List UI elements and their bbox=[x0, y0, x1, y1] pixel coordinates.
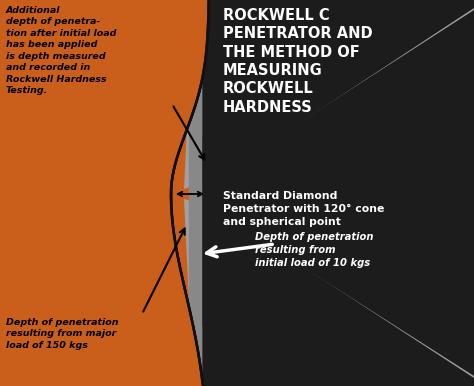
Polygon shape bbox=[184, 199, 474, 386]
Polygon shape bbox=[0, 0, 209, 386]
Text: Additional
depth of penetra-
tion after initial load
has been applied
is depth m: Additional depth of penetra- tion after … bbox=[6, 6, 117, 95]
Polygon shape bbox=[0, 0, 209, 386]
Polygon shape bbox=[184, 0, 474, 189]
Text: Standard Diamond
Penetrator with 120° cone
and spherical point: Standard Diamond Penetrator with 120° co… bbox=[223, 191, 384, 227]
Bar bbox=[190, 326, 201, 386]
Polygon shape bbox=[0, 0, 209, 386]
Polygon shape bbox=[194, 0, 474, 191]
Bar bbox=[190, 0, 201, 136]
Text: ROCKWELL C
PENETRATOR AND
THE METHOD OF
MEASURING
ROCKWELL
HARDNESS: ROCKWELL C PENETRATOR AND THE METHOD OF … bbox=[223, 8, 373, 115]
Text: Depth of penetration
resulting from major
load of 150 kgs: Depth of penetration resulting from majo… bbox=[6, 318, 118, 350]
Bar bbox=[195, 0, 474, 386]
Polygon shape bbox=[194, 197, 474, 386]
Bar bbox=[189, 0, 201, 386]
Text: Depth of penetration
resulting from
initial load of 10 kgs: Depth of penetration resulting from init… bbox=[255, 232, 374, 267]
Bar bbox=[0, 0, 255, 386]
